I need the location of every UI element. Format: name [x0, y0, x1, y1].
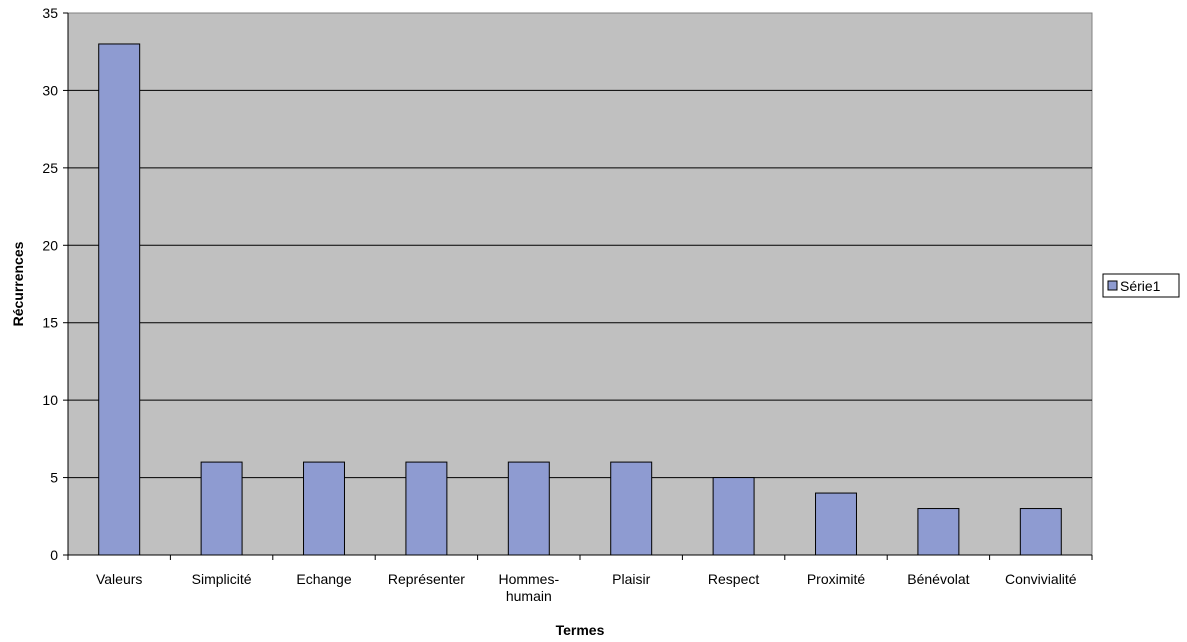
x-axis-title: Termes	[556, 622, 605, 638]
x-tick-label: Valeurs	[96, 571, 142, 587]
x-tick-label: Echange	[296, 571, 351, 587]
x-tick-label: Hommes-humain	[498, 571, 559, 604]
y-tick-label: 25	[42, 160, 58, 176]
legend-box	[1102, 273, 1180, 298]
y-tick-label: 30	[42, 82, 58, 98]
x-tick-label: Respect	[708, 571, 759, 587]
bar-proximité	[815, 492, 857, 556]
legend-swatch	[1107, 280, 1118, 291]
y-tick-label: 15	[42, 315, 58, 331]
bar-valeurs	[98, 43, 141, 556]
bar-simplicité	[200, 461, 243, 556]
bar-hommes-humain	[507, 461, 550, 556]
legend-label: Série1	[1120, 278, 1161, 294]
y-tick-label: 0	[50, 547, 58, 563]
y-tick-label: 5	[50, 470, 58, 486]
x-tick-label: Bénévolat	[907, 571, 969, 587]
x-tick-label: Proximité	[807, 571, 866, 587]
bar-series	[98, 43, 1062, 556]
bar-représenter	[405, 461, 448, 556]
bar-echange	[303, 461, 345, 556]
x-tick-labels: Valeurs Simplicité Echange Représenter Homme…	[67, 555, 1093, 604]
x-tick-label: Convivialité	[1005, 571, 1077, 587]
y-tick-label: 35	[42, 5, 58, 21]
x-tick-label: Simplicité	[192, 571, 252, 587]
y-tick-label: 10	[42, 392, 58, 408]
y-axis-title: Récurrences	[10, 241, 26, 326]
legend: Série1	[1102, 273, 1180, 298]
y-tick-labels: 0 5 10 15 20 25 30 35	[42, 5, 68, 563]
bar-convivialité	[1019, 508, 1062, 556]
x-tick-label: Représenter	[388, 571, 465, 587]
bar-plaisir	[610, 461, 653, 556]
x-tick-label: Plaisir	[612, 571, 650, 587]
bar-respect	[712, 477, 755, 556]
bar-bénévolat	[917, 508, 960, 556]
y-tick-label: 20	[42, 237, 58, 253]
